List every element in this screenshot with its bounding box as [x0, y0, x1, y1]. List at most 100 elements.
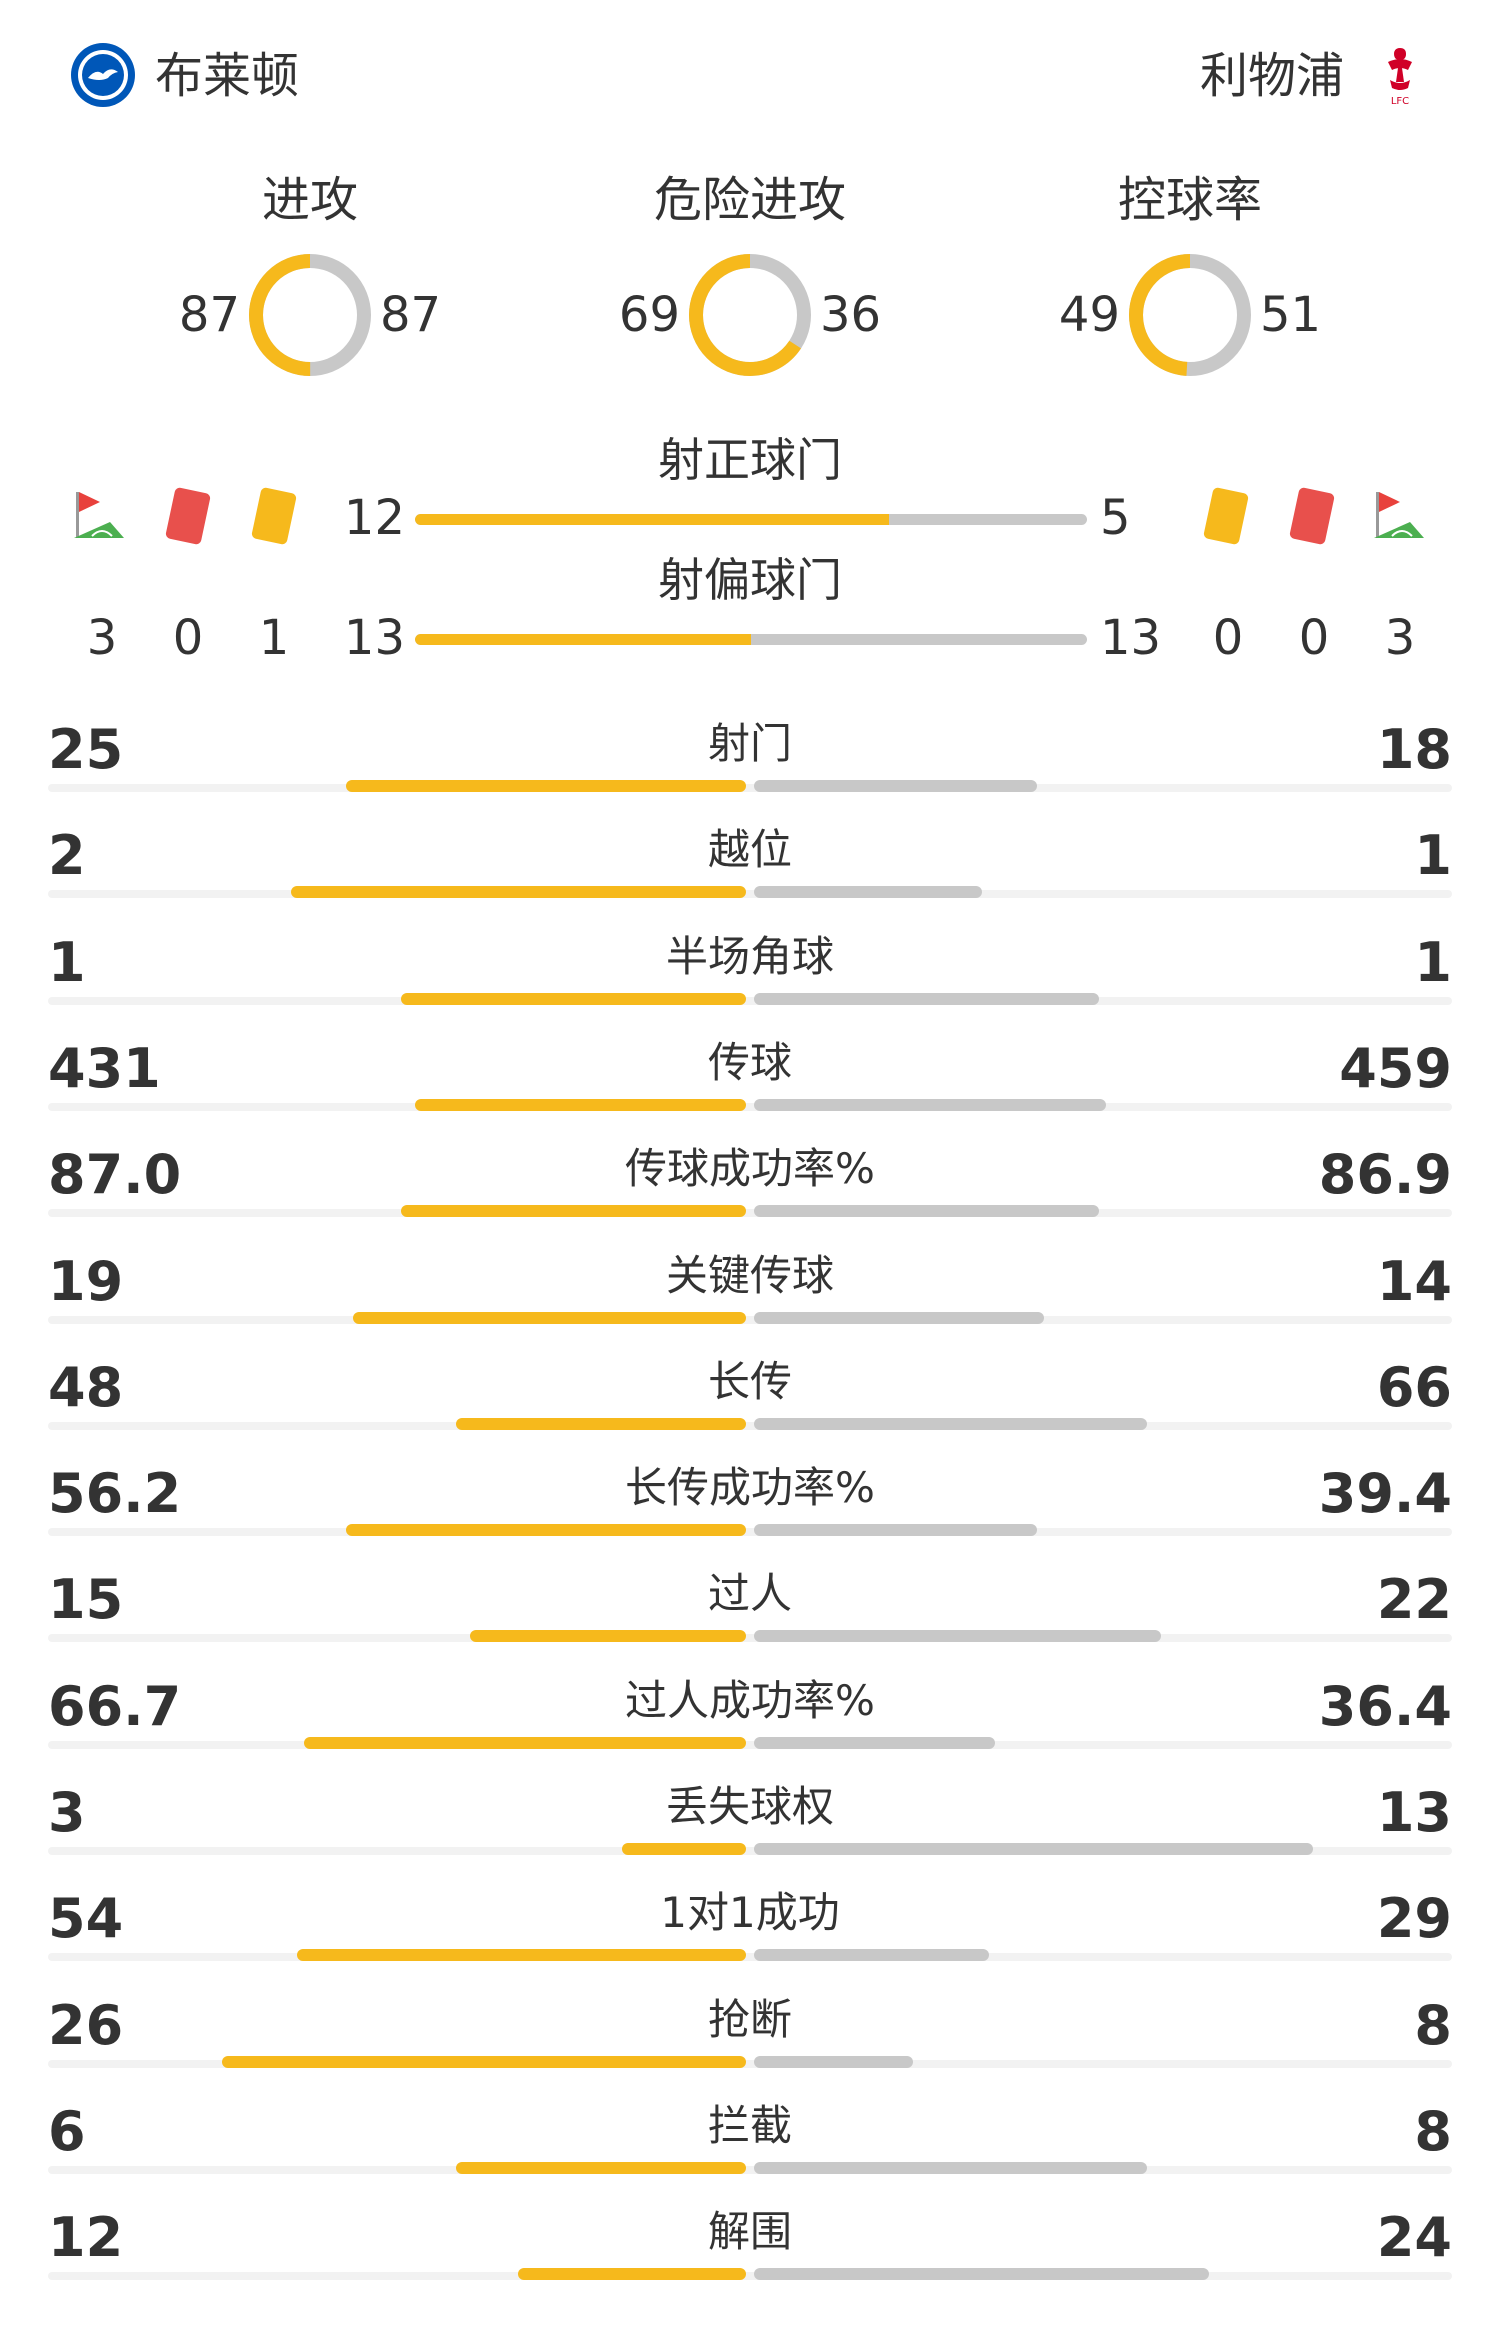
shots-off-target-bar: [415, 634, 1087, 645]
yellow-card-icon: [251, 487, 297, 545]
circle-title: 控球率: [1117, 172, 1262, 228]
stat-track: [48, 1316, 1452, 1324]
corner-flag-icon: [1374, 492, 1424, 538]
stat-row: 54 1对1成功 29: [0, 1877, 1500, 1983]
stat-label: 关键传球: [665, 1251, 834, 1300]
home-corners-value: 3: [86, 610, 118, 666]
shots-off-target-home: 13: [343, 610, 405, 666]
stat-away-value: 13: [1376, 1781, 1452, 1844]
stat-label: 越位: [707, 825, 792, 874]
stat-away-value: 14: [1376, 1250, 1452, 1313]
stat-home-bar: [401, 1205, 746, 1217]
stat-away-bar: [754, 1843, 1313, 1855]
circle-away-value: 87: [380, 287, 442, 343]
stat-home-value: 48: [48, 1356, 124, 1419]
stat-label: 传球成功率%: [625, 1144, 875, 1193]
stat-away-bar: [754, 2056, 913, 2068]
shots-off-target-home-fill: [415, 634, 751, 645]
stat-home-value: 2: [48, 824, 86, 887]
stat-away-value: 8: [1414, 1994, 1452, 2057]
stat-track: [48, 1103, 1452, 1111]
stat-track: [48, 1741, 1452, 1749]
shots-on-target-title: 射正球门: [658, 433, 842, 487]
stat-away-bar: [754, 1949, 989, 1961]
stat-home-bar: [456, 1418, 746, 1430]
stat-track: [48, 997, 1452, 1005]
away-yellow-cards-value: 0: [1212, 610, 1244, 666]
possession-stat: 控球率 49 51: [990, 165, 1390, 405]
stat-away-bar: [754, 1205, 1099, 1217]
stat-track: [48, 784, 1452, 792]
stat-home-value: 87.0: [48, 1143, 182, 1206]
circle-home-value: 69: [618, 287, 680, 343]
stat-row: 2 越位 1: [0, 814, 1500, 920]
circle-title: 进攻: [261, 172, 358, 228]
stat-row: 66.7 过人成功率% 36.4: [0, 1665, 1500, 1771]
circle-away-value: 51: [1260, 287, 1322, 343]
stat-away-bar: [754, 1630, 1161, 1642]
stat-home-value: 66.7: [48, 1675, 182, 1738]
shots-off-target-title: 射偏球门: [658, 553, 842, 607]
liverpool-crest-icon: LFC: [1388, 48, 1412, 107]
stat-home-bar: [518, 2268, 746, 2280]
corner-flag-icon: [74, 492, 124, 538]
stat-away-bar: [754, 1737, 995, 1749]
stat-home-bar: [346, 1524, 746, 1536]
home-yellow-cards-value: 1: [258, 610, 290, 666]
stat-away-bar: [754, 1099, 1106, 1111]
stat-label: 传球: [707, 1038, 792, 1087]
stat-row: 3 丢失球权 13: [0, 1771, 1500, 1877]
stat-home-bar: [304, 1737, 746, 1749]
stat-track: [48, 1528, 1452, 1536]
stat-away-value: 18: [1376, 718, 1452, 781]
stat-track: [48, 2060, 1452, 2068]
home-team-name: 布莱顿: [155, 48, 300, 104]
circle-home-value: 87: [178, 287, 240, 343]
stat-track: [48, 1209, 1452, 1217]
stat-away-value: 24: [1376, 2206, 1452, 2269]
shots-on-target-home: 12: [343, 490, 405, 546]
stat-away-value: 86.9: [1318, 1143, 1452, 1206]
stat-track: [48, 2272, 1452, 2280]
circle-home-value: 49: [1058, 287, 1120, 343]
stat-away-bar: [754, 1312, 1044, 1324]
home-red-cards-value: 0: [172, 610, 204, 666]
stat-track: [48, 1847, 1452, 1855]
shots-on-target-home-fill: [415, 514, 890, 525]
stat-row: 1 半场角球 1: [0, 921, 1500, 1027]
stat-away-bar: [754, 2162, 1147, 2174]
stat-home-bar: [346, 780, 746, 792]
stat-home-value: 15: [48, 1568, 124, 1631]
away-team-name: 利物浦: [1200, 48, 1345, 104]
stat-track: [48, 1953, 1452, 1961]
stat-track: [48, 2166, 1452, 2174]
stat-away-value: 39.4: [1318, 1462, 1452, 1525]
brighton-crest-icon: [71, 43, 135, 107]
stat-away-value: 66: [1376, 1356, 1452, 1419]
stat-track: [48, 1634, 1452, 1642]
stat-home-value: 25: [48, 718, 124, 781]
red-card-icon: [165, 487, 211, 545]
stat-row: 6 拦截 8: [0, 2090, 1500, 2196]
stat-label: 过人: [707, 1569, 792, 1618]
stat-row: 26 抢断 8: [0, 1984, 1500, 2090]
stat-away-value: 8: [1414, 2100, 1452, 2163]
stat-row: 12 解围 24: [0, 2196, 1500, 2302]
stat-row: 56.2 长传成功率% 39.4: [0, 1452, 1500, 1558]
svg-text:LFC: LFC: [1391, 96, 1409, 107]
shots-off-target-away: 13: [1100, 610, 1162, 666]
stat-label: 过人成功率%: [625, 1676, 875, 1725]
stat-row: 87.0 传球成功率% 86.9: [0, 1133, 1500, 1239]
stat-home-value: 12: [48, 2206, 124, 2269]
away-corners-value: 3: [1384, 610, 1416, 666]
stat-away-bar: [754, 993, 1099, 1005]
stat-away-value: 29: [1376, 1887, 1452, 1950]
stat-home-bar: [291, 886, 746, 898]
stat-label: 拦截: [707, 2101, 792, 2150]
stat-label: 半场角球: [665, 932, 834, 981]
stat-label: 解围: [707, 2207, 792, 2256]
stat-label: 1对1成功: [660, 1888, 840, 1937]
stat-track: [48, 1422, 1452, 1430]
donut-home-arc: [249, 254, 371, 376]
circle-title: 危险进攻: [653, 172, 846, 228]
